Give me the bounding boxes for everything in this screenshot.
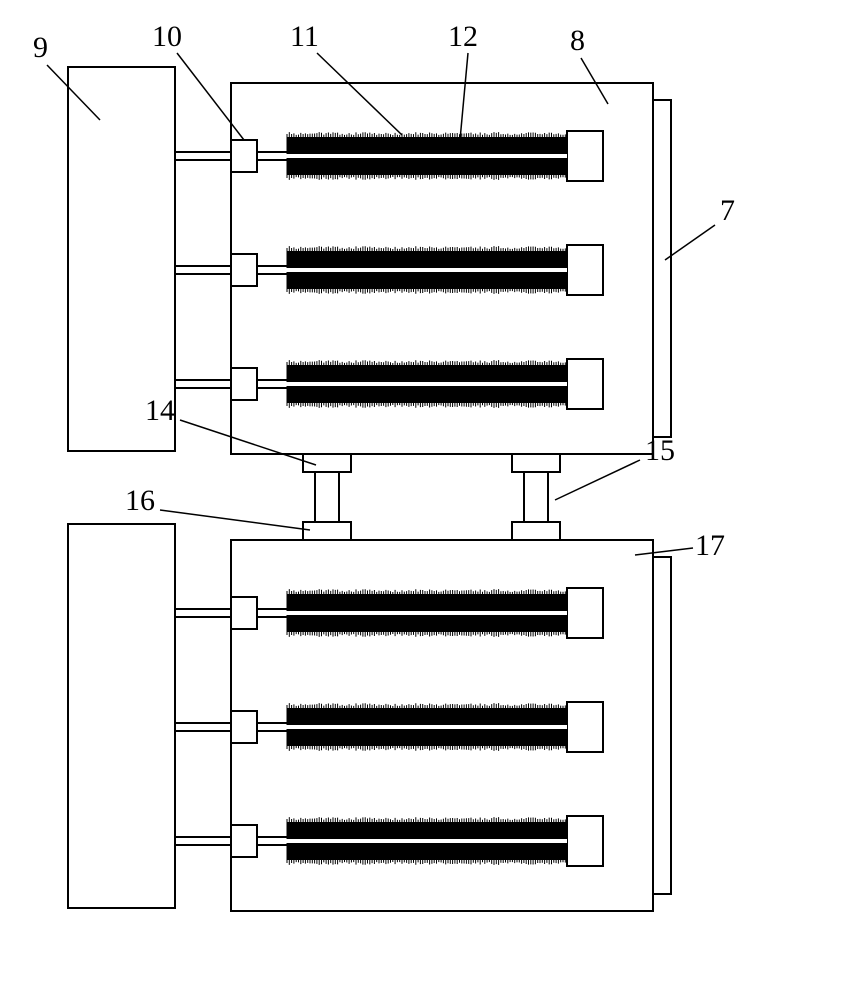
label-text: 9 <box>33 31 48 64</box>
label-9: 9 <box>33 31 100 120</box>
coupling <box>231 140 257 172</box>
right-channel <box>653 557 671 894</box>
label-text: 15 <box>645 434 675 467</box>
label-text: 7 <box>720 194 735 227</box>
label-text: 12 <box>448 20 478 53</box>
leader-line <box>47 65 100 120</box>
label-11: 11 <box>290 20 402 135</box>
leader-line <box>581 58 608 104</box>
label-10: 10 <box>152 20 244 140</box>
coupling <box>231 597 257 629</box>
coupling <box>231 368 257 400</box>
end-cap <box>567 245 603 295</box>
label-text: 14 <box>145 394 175 427</box>
brush-core-gap <box>287 725 567 729</box>
label-text: 17 <box>695 529 725 562</box>
brush-core-gap <box>287 839 567 843</box>
leader-line <box>665 225 715 260</box>
end-cap <box>567 588 603 638</box>
right-channel <box>653 100 671 437</box>
end-cap <box>567 702 603 752</box>
leader-line <box>635 548 693 555</box>
leader-line <box>180 420 316 465</box>
diagram-canvas: 9 10 11 12 8 7 14 15 16 17 <box>0 0 855 1000</box>
label-text: 8 <box>570 24 585 57</box>
standoff <box>512 454 560 540</box>
end-cap <box>567 359 603 409</box>
left-motor-block <box>68 524 175 908</box>
leader-line <box>555 460 640 500</box>
leader-line <box>177 53 244 140</box>
label-17: 17 <box>635 529 725 562</box>
end-cap <box>567 131 603 181</box>
brush-core-gap <box>287 611 567 615</box>
coupling <box>231 254 257 286</box>
label-text: 11 <box>290 20 319 53</box>
brush-core-gap <box>287 154 567 158</box>
leader-line <box>160 510 310 530</box>
brush-core-gap <box>287 268 567 272</box>
end-cap <box>567 816 603 866</box>
label-7: 7 <box>665 194 735 260</box>
brush-core-gap <box>287 382 567 386</box>
leader-line <box>460 53 468 140</box>
label-text: 10 <box>152 20 182 53</box>
label-text: 16 <box>125 484 155 517</box>
label-8: 8 <box>570 24 608 104</box>
label-15: 15 <box>555 434 675 500</box>
coupling <box>231 825 257 857</box>
standoff <box>303 454 351 540</box>
coupling <box>231 711 257 743</box>
label-12: 12 <box>448 20 478 140</box>
leader-line <box>317 53 402 135</box>
